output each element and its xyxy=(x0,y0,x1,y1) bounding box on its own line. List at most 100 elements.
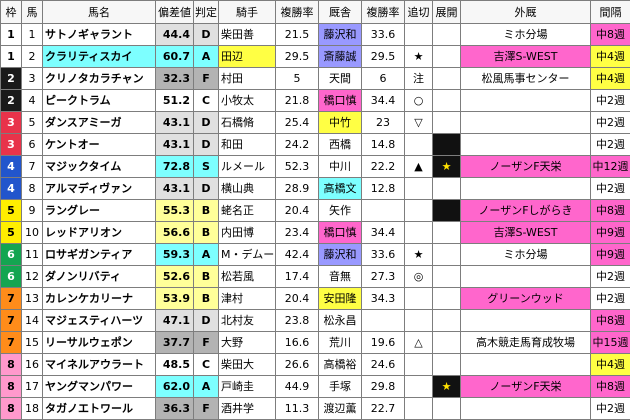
jockey-cell: 村田 xyxy=(219,68,276,90)
horse-number-cell: 17 xyxy=(22,376,43,398)
column-header-12: 間隔 xyxy=(591,1,630,24)
deviation-value-cell: 43.1 xyxy=(156,112,194,134)
stable-place-rate-cell: 34.4 xyxy=(362,90,405,112)
jockey-cell: 大野 xyxy=(219,332,276,354)
waku-cell: 2 xyxy=(1,68,22,90)
interval-cell: 中8週 xyxy=(591,200,630,222)
waku-cell: 7 xyxy=(1,310,22,332)
deviation-value-cell: 51.2 xyxy=(156,90,194,112)
horse-name-cell: ラングレー xyxy=(43,200,156,222)
horse-number-cell: 11 xyxy=(22,244,43,266)
stable-cell: 荒川 xyxy=(319,332,362,354)
external-stable-cell xyxy=(461,178,591,200)
judgment-cell: F xyxy=(194,332,219,354)
interval-cell: 中8週 xyxy=(591,310,630,332)
waku-cell: 2 xyxy=(1,90,22,112)
interval-cell: 中2週 xyxy=(591,266,630,288)
stable-place-rate-cell: 34.3 xyxy=(362,288,405,310)
workout-mark-cell xyxy=(405,354,433,376)
column-header-3: 偏差値 xyxy=(156,1,194,24)
stable-cell: 天間 xyxy=(319,68,362,90)
jockey-cell: 酒井学 xyxy=(219,398,276,420)
jockey-cell: 田辺 xyxy=(219,46,276,68)
horse-name-cell: ピークトラム xyxy=(43,90,156,112)
column-header-1: 馬 xyxy=(22,1,43,24)
pace-mark-cell xyxy=(433,90,461,112)
deviation-value-cell: 72.8 xyxy=(156,156,194,178)
deviation-value-cell: 53.9 xyxy=(156,288,194,310)
horse-name-cell: ダンスアミーガ xyxy=(43,112,156,134)
jockey-cell: 松若風 xyxy=(219,266,276,288)
external-stable-cell: ノーザンF天栄 xyxy=(461,376,591,398)
waku-cell: 4 xyxy=(1,178,22,200)
header-row: 枠馬馬名偏差値判定騎手複勝率厩舎複勝率追切展開外厩間隔 xyxy=(1,1,630,24)
horse-number-cell: 2 xyxy=(22,46,43,68)
pace-mark-cell: ★ xyxy=(433,376,461,398)
jockey-place-rate-cell: 11.3 xyxy=(276,398,319,420)
external-stable-cell xyxy=(461,90,591,112)
external-stable-cell: ミホ分場 xyxy=(461,244,591,266)
deviation-value-cell: 37.7 xyxy=(156,332,194,354)
jockey-place-rate-cell: 20.4 xyxy=(276,288,319,310)
jockey-cell: 北村友 xyxy=(219,310,276,332)
external-stable-cell: 松風馬事センター xyxy=(461,68,591,90)
pace-mark-cell xyxy=(433,244,461,266)
jockey-place-rate-cell: 28.9 xyxy=(276,178,319,200)
stable-cell: 音無 xyxy=(319,266,362,288)
workout-mark-cell xyxy=(405,200,433,222)
horse-name-cell: リーサルウェポン xyxy=(43,332,156,354)
pace-mark-cell xyxy=(433,398,461,420)
pace-mark-cell xyxy=(433,310,461,332)
horse-number-cell: 7 xyxy=(22,156,43,178)
pace-mark-cell xyxy=(433,222,461,244)
stable-place-rate-cell: 22.2 xyxy=(362,156,405,178)
interval-cell: 中9週 xyxy=(591,222,630,244)
stable-cell: 西橋 xyxy=(319,134,362,156)
external-stable-cell: ノーザンFしがらき xyxy=(461,200,591,222)
workout-mark-cell: 注 xyxy=(405,68,433,90)
column-header-8: 複勝率 xyxy=(362,1,405,24)
judgment-cell: D xyxy=(194,134,219,156)
external-stable-cell xyxy=(461,134,591,156)
workout-mark-cell xyxy=(405,310,433,332)
deviation-value-cell: 62.0 xyxy=(156,376,194,398)
jockey-cell: M・デムーロ xyxy=(219,244,276,266)
column-header-5: 騎手 xyxy=(219,1,276,24)
interval-cell: 中2週 xyxy=(591,134,630,156)
jockey-place-rate-cell: 23.4 xyxy=(276,222,319,244)
jockey-cell: 横山典 xyxy=(219,178,276,200)
workout-mark-cell xyxy=(405,24,433,46)
workout-mark-cell xyxy=(405,398,433,420)
column-header-0: 枠 xyxy=(1,1,22,24)
stable-place-rate-cell xyxy=(362,310,405,332)
deviation-value-cell: 56.6 xyxy=(156,222,194,244)
deviation-value-cell: 43.1 xyxy=(156,178,194,200)
jockey-cell: 内田博 xyxy=(219,222,276,244)
stable-cell: 渡辺薫 xyxy=(319,398,362,420)
workout-mark-cell: ▲ xyxy=(405,156,433,178)
workout-mark-cell xyxy=(405,288,433,310)
workout-mark-cell xyxy=(405,178,433,200)
judgment-cell: C xyxy=(194,354,219,376)
column-header-4: 判定 xyxy=(194,1,219,24)
horse-name-cell: アルマディヴァン xyxy=(43,178,156,200)
stable-place-rate-cell: 33.6 xyxy=(362,244,405,266)
stable-cell: 中竹 xyxy=(319,112,362,134)
workout-mark-cell: ▽ xyxy=(405,112,433,134)
deviation-value-cell: 44.4 xyxy=(156,24,194,46)
horse-name-cell: マイネルアウラート xyxy=(43,354,156,376)
stable-place-rate-cell: 19.6 xyxy=(362,332,405,354)
waku-cell: 4 xyxy=(1,156,22,178)
stable-place-rate-cell: 22.7 xyxy=(362,398,405,420)
horse-name-cell: カレンケカリーナ xyxy=(43,288,156,310)
workout-mark-cell: ○ xyxy=(405,90,433,112)
interval-cell: 中2週 xyxy=(591,288,630,310)
judgment-cell: B xyxy=(194,222,219,244)
waku-cell: 7 xyxy=(1,332,22,354)
stable-cell: 矢作 xyxy=(319,200,362,222)
horse-name-cell: ダノンリバティ xyxy=(43,266,156,288)
